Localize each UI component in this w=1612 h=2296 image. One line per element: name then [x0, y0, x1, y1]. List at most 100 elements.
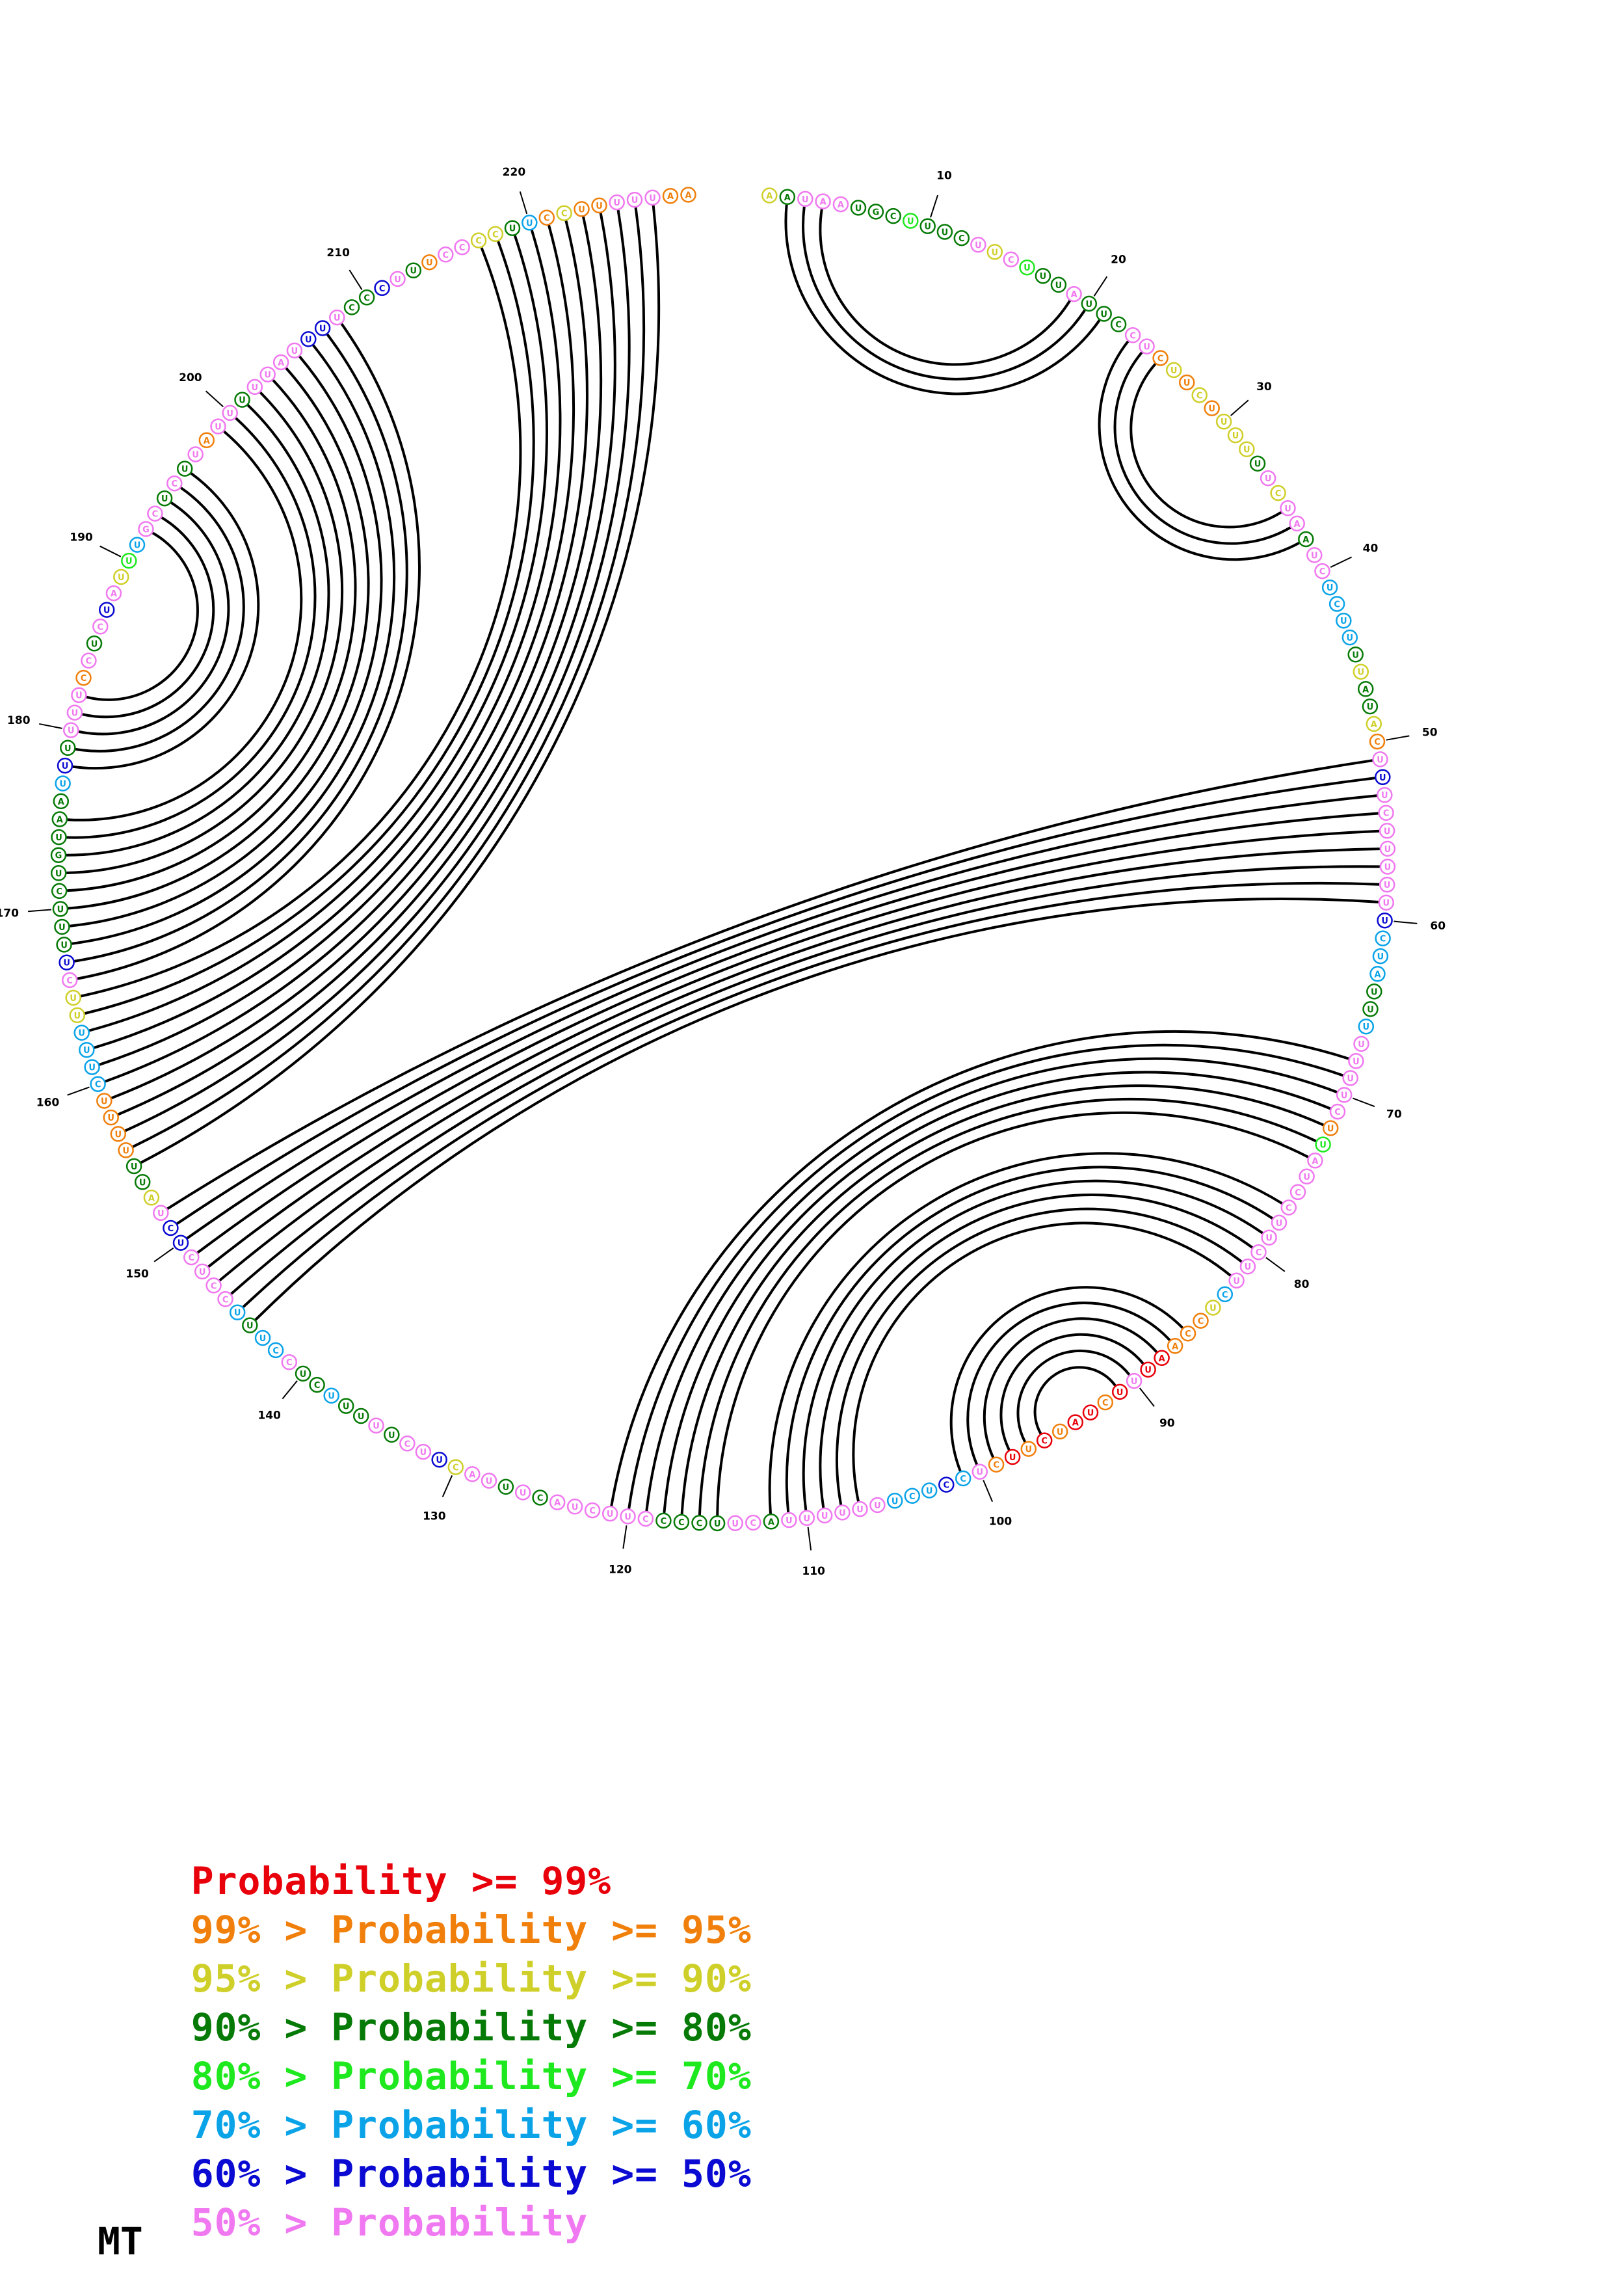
base-pair-arc — [118, 213, 616, 1116]
nucleotide: A — [198, 432, 215, 449]
svg-text:U: U — [1245, 1262, 1252, 1272]
legend-text: Probability — [331, 2200, 588, 2245]
svg-text:U: U — [246, 1322, 254, 1331]
nucleotide: C — [75, 669, 92, 686]
svg-text:U: U — [631, 196, 639, 206]
position-label: 200 — [179, 371, 202, 384]
position-tick — [1386, 735, 1410, 741]
svg-text:U: U — [88, 1063, 96, 1073]
nucleotide: U — [121, 552, 137, 569]
position-tick — [1265, 1257, 1286, 1272]
svg-text:U: U — [1340, 617, 1347, 626]
svg-text:U: U — [1384, 863, 1392, 873]
svg-text:C: C — [98, 622, 104, 632]
svg-text:G: G — [873, 207, 880, 217]
svg-text:U: U — [1025, 1445, 1033, 1455]
nucleotide: U — [601, 1505, 618, 1522]
nucleotide: U — [314, 320, 331, 336]
svg-text:U: U — [101, 1097, 108, 1107]
legend-text: Probability >= 90% — [331, 1956, 752, 2001]
position-label: 30 — [1256, 380, 1272, 394]
svg-text:C: C — [1334, 1108, 1341, 1117]
svg-text:U: U — [72, 709, 79, 719]
nucleotide: C — [655, 1512, 672, 1529]
nucleotide: C — [938, 1476, 955, 1493]
nucleotide: U — [172, 1235, 189, 1251]
nucleotide: A — [143, 1190, 160, 1206]
svg-text:C: C — [1185, 1329, 1191, 1339]
svg-text:U: U — [334, 314, 341, 323]
base-pair-arc — [68, 367, 370, 910]
position-ticks: 10 20 30 40 50 60 70 80 90 100 110 120 130 140 150 160 1… — [0, 166, 1446, 1578]
nucleotide: C — [1314, 563, 1330, 580]
nucleotide: U — [110, 1126, 127, 1142]
base-pair-arc — [819, 1194, 1254, 1508]
position-label: 140 — [258, 1409, 281, 1422]
nucleotide: U — [286, 342, 303, 359]
nucleotide: U — [194, 1263, 211, 1280]
svg-text:U: U — [520, 1489, 527, 1499]
nucleotide: C — [1097, 1394, 1114, 1411]
nucleotide: U — [300, 331, 317, 347]
svg-text:U: U — [1131, 1377, 1138, 1387]
nucleotide: A — [1366, 715, 1382, 732]
svg-text:U: U — [1379, 773, 1386, 783]
svg-text:C: C — [1383, 809, 1390, 819]
nucleotide: U — [797, 191, 813, 207]
position-tick — [983, 1480, 994, 1502]
svg-text:U: U — [1233, 1277, 1240, 1287]
nucleotide: U — [1375, 769, 1391, 786]
svg-text:U: U — [907, 217, 914, 227]
svg-text:C: C — [443, 250, 449, 260]
svg-text:C: C — [537, 1494, 544, 1504]
legend-prefix: 80% > — [191, 2054, 332, 2098]
nucleotide: U — [591, 197, 607, 214]
svg-text:U: U — [1367, 702, 1374, 712]
nucleotide: U — [234, 392, 250, 408]
nucleotide: U — [644, 189, 661, 206]
nucleotide: U — [727, 1515, 743, 1532]
svg-text:A: A — [1159, 1354, 1165, 1364]
svg-text:U: U — [1303, 1173, 1310, 1182]
base-pair-arc — [67, 379, 357, 892]
svg-text:U: U — [924, 222, 931, 232]
svg-text:U: U — [607, 1510, 614, 1519]
svg-text:C: C — [1008, 256, 1014, 265]
svg-text:C: C — [56, 887, 62, 897]
nucleotide: U — [134, 1174, 151, 1190]
svg-text:A: A — [766, 192, 773, 202]
position-tick — [67, 1086, 90, 1096]
nucleotide: U — [1205, 1300, 1221, 1316]
nucleotide: U — [1321, 579, 1338, 596]
svg-text:G: G — [55, 851, 62, 861]
svg-text:U: U — [526, 219, 533, 228]
position-tick — [1230, 399, 1249, 416]
nucleotide: C — [1036, 1432, 1053, 1448]
nucleotide: U — [921, 1482, 938, 1499]
base-pair-arc — [680, 1084, 1325, 1515]
svg-text:U: U — [992, 248, 999, 258]
position-tick — [807, 1527, 812, 1551]
svg-text:A: A — [278, 358, 284, 368]
nucleotide: C — [51, 883, 68, 900]
svg-text:U: U — [131, 1162, 138, 1172]
nucleotide: C — [92, 619, 109, 635]
svg-text:C: C — [696, 1519, 703, 1528]
position-tick — [28, 909, 52, 913]
nucleotide: U — [295, 1365, 311, 1382]
nucleotide: U — [96, 1093, 112, 1109]
svg-text:U: U — [373, 1422, 380, 1432]
svg-text:U: U — [68, 727, 75, 736]
svg-text:U: U — [1384, 827, 1391, 836]
nucleotide: U — [852, 1501, 868, 1517]
svg-text:C: C — [453, 1463, 459, 1473]
nucleotide: U — [1019, 259, 1035, 276]
nucleotide: U — [52, 901, 69, 917]
nucleotide: A — [680, 187, 696, 203]
nucleotide: U — [566, 1499, 583, 1515]
svg-text:C: C — [404, 1439, 411, 1449]
base-pair-arc — [819, 209, 1071, 366]
nucleotide: U — [1362, 698, 1379, 715]
nucleotide: U — [1035, 267, 1051, 284]
base-pair-arc — [1098, 340, 1300, 561]
